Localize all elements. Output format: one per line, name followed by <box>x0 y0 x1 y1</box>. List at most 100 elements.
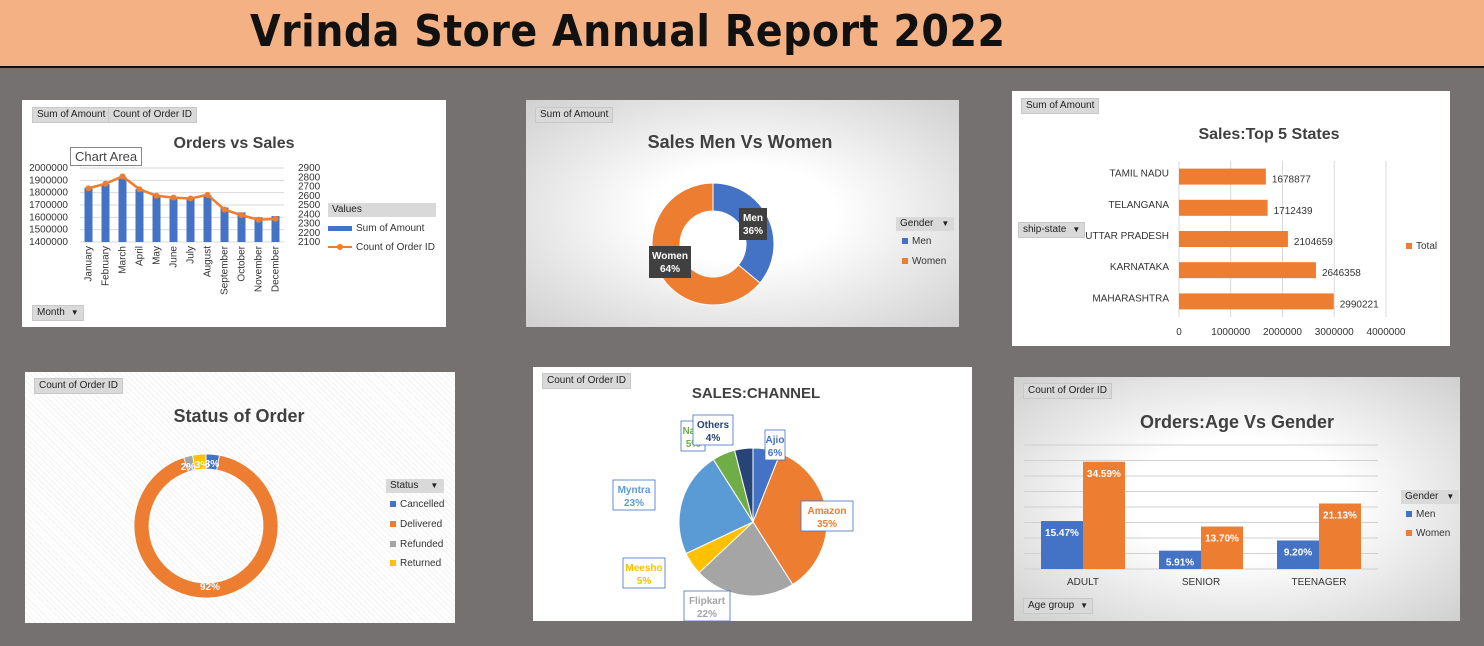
point-count-of-order-id <box>255 216 262 223</box>
data-label: 3% <box>205 459 220 470</box>
data-label-name: Others <box>697 420 730 431</box>
y2-tick-label: 2600 <box>298 191 321 202</box>
x-tick-label: November <box>254 245 265 292</box>
field-count-of-order-id[interactable]: Count of Order ID <box>1023 383 1112 399</box>
legend-title-status[interactable]: Status ▼ <box>386 479 444 493</box>
x-tick-label: October <box>237 245 248 281</box>
bar-men <box>1159 550 1201 569</box>
legend-label: Men <box>1416 509 1436 520</box>
bar-women <box>1201 526 1243 569</box>
data-label: 15.47% <box>1045 528 1079 539</box>
field-age-group[interactable]: Age group ▼ <box>1023 598 1094 614</box>
bar-women <box>1083 461 1125 569</box>
point-count-of-order-id <box>153 192 160 199</box>
bar-sum-of-amount <box>135 188 144 242</box>
point-count-of-order-id <box>221 206 228 213</box>
legend-item-sum-of-amount: Sum of Amount <box>328 223 424 234</box>
data-label-value: 22% <box>697 609 717 620</box>
data-label: 36% <box>743 226 763 237</box>
field-count-of-order-id[interactable]: Count of Order ID <box>34 378 123 394</box>
legend-swatch <box>1406 243 1412 250</box>
field-sum-of-amount[interactable]: Sum of Amount <box>535 107 614 123</box>
legend-label: Delivered <box>400 519 443 530</box>
x-tick-label: SENIOR <box>1182 577 1220 588</box>
channel-pie-plot: Ajio 6% Amazon 35% Flipkart 22% Meesho 5% Myntra… <box>612 414 854 621</box>
y-tick-label: UTTAR PRADESH <box>1085 231 1169 242</box>
pie-slice-myntra <box>678 458 754 555</box>
data-label-box <box>612 479 656 511</box>
x-tick-label: April <box>135 246 146 266</box>
legend-label: Women <box>912 256 947 267</box>
data-label-name: Ajio <box>766 435 785 446</box>
bar-sum-of-amount <box>101 184 110 242</box>
chart-title: SALES:CHANNEL <box>691 385 821 402</box>
x-tick-label: August <box>203 246 214 277</box>
pie-slice-flipkart <box>698 521 794 597</box>
y2-tick-label: 2200 <box>298 228 321 239</box>
states-bar-plot: 0 1000000 2000000 3000000 4000000 TAMIL NADU 1… <box>1085 161 1406 338</box>
y-tick-label: 1500000 <box>29 225 68 236</box>
legend-title-gender[interactable]: Gender ▼ <box>896 217 954 231</box>
legend-swatch <box>390 501 396 508</box>
data-label-value: 23% <box>624 498 644 509</box>
legend-label: Women <box>1416 528 1451 539</box>
legend-item-delivered: Delivered <box>390 519 442 530</box>
legend-label: Refunded <box>400 539 444 550</box>
y2-tick-label: 2400 <box>298 209 321 220</box>
dropdown-arrow-icon: ▼ <box>70 308 79 317</box>
line-count-of-order-id <box>88 174 276 222</box>
legend-label: Returned <box>400 558 442 569</box>
field-age-group-label: Age group <box>1028 600 1075 611</box>
data-label: 2% <box>181 462 196 473</box>
filter-icon: ▼ <box>1072 225 1081 234</box>
bar-state <box>1179 293 1334 310</box>
report-title: Vrinda Store Annual Report 2022 <box>250 6 1006 57</box>
data-label: 2990221 <box>1340 299 1379 310</box>
age-gender-bar-plot: 15.47% 34.59% ADULT 5.91% 13.70% SENIOR 9.20% 2… <box>1024 444 1378 588</box>
bar-sum-of-amount <box>237 212 246 242</box>
data-label: 1712439 <box>1274 206 1313 217</box>
legend-label-sum: Sum of Amount <box>356 223 425 234</box>
legend-title-values[interactable]: Values <box>328 203 436 217</box>
legend-item-men: Men <box>902 236 931 247</box>
data-label-box <box>649 246 691 278</box>
field-count-of-order-id[interactable]: Count of Order ID <box>108 107 197 123</box>
y-tick-label: 1600000 <box>29 212 68 223</box>
data-label-name: Flipkart <box>689 596 726 607</box>
legend-title-gender[interactable]: Gender ▼ <box>1401 490 1459 504</box>
sales-channel-chart[interactable]: Count of Order ID SALES:CHANNEL Ajio 6% Am… <box>533 367 972 621</box>
age-vs-gender-chart[interactable]: Count of Order ID Orders:Age Vs Gender 1… <box>1014 377 1460 621</box>
donut-slice-returned <box>192 453 207 471</box>
sales-men-vs-women-chart[interactable]: Sum of Amount Sales Men Vs Women Men 36% W… <box>526 100 959 327</box>
field-count-of-order-id[interactable]: Count of Order ID <box>542 373 631 389</box>
data-label-value: 35% <box>817 519 837 530</box>
legend-item-men: Men <box>1406 509 1435 520</box>
top-5-states-chart[interactable]: Sum of Amount Sales:Top 5 States ship-st… <box>1012 91 1450 346</box>
legend-swatch <box>1406 530 1412 537</box>
legend-item-refunded: Refunded <box>390 539 443 550</box>
legend-swatch <box>1406 511 1412 518</box>
donut-slice-delivered <box>133 454 279 599</box>
legend-label: Total <box>1416 241 1438 252</box>
y2-tick-label: 2100 <box>298 237 321 248</box>
data-label-box <box>683 590 731 621</box>
dropdown-arrow-icon: ▼ <box>430 481 439 490</box>
y-tick-label: 1700000 <box>29 200 68 211</box>
chart-title: Sales:Top 5 States <box>1198 126 1340 143</box>
data-label-name: Meesho <box>625 563 662 574</box>
status-of-order-chart[interactable]: Count of Order ID Status of Order 3% 92% 2… <box>25 372 455 623</box>
point-count-of-order-id <box>102 180 109 187</box>
field-ship-state[interactable]: ship-state ▼ <box>1018 222 1086 238</box>
legend-label: Cancelled <box>400 499 445 510</box>
chart-area-tooltip: Chart Area <box>70 147 143 166</box>
bar-state <box>1179 262 1316 279</box>
legend-swatch <box>390 560 396 567</box>
legend-item-returned: Returned <box>390 558 441 569</box>
data-label: 2646358 <box>1322 268 1361 279</box>
field-sum-of-amount[interactable]: Sum of Amount <box>1021 98 1100 114</box>
data-label-name: Myntra <box>618 485 651 496</box>
data-label: 9.20% <box>1284 547 1312 558</box>
data-label: Men <box>743 213 763 224</box>
field-month[interactable]: Month ▼ <box>32 305 84 321</box>
orders-vs-sales-chart[interactable]: Sum of Amount Count of Order ID Orders v… <box>22 100 446 327</box>
